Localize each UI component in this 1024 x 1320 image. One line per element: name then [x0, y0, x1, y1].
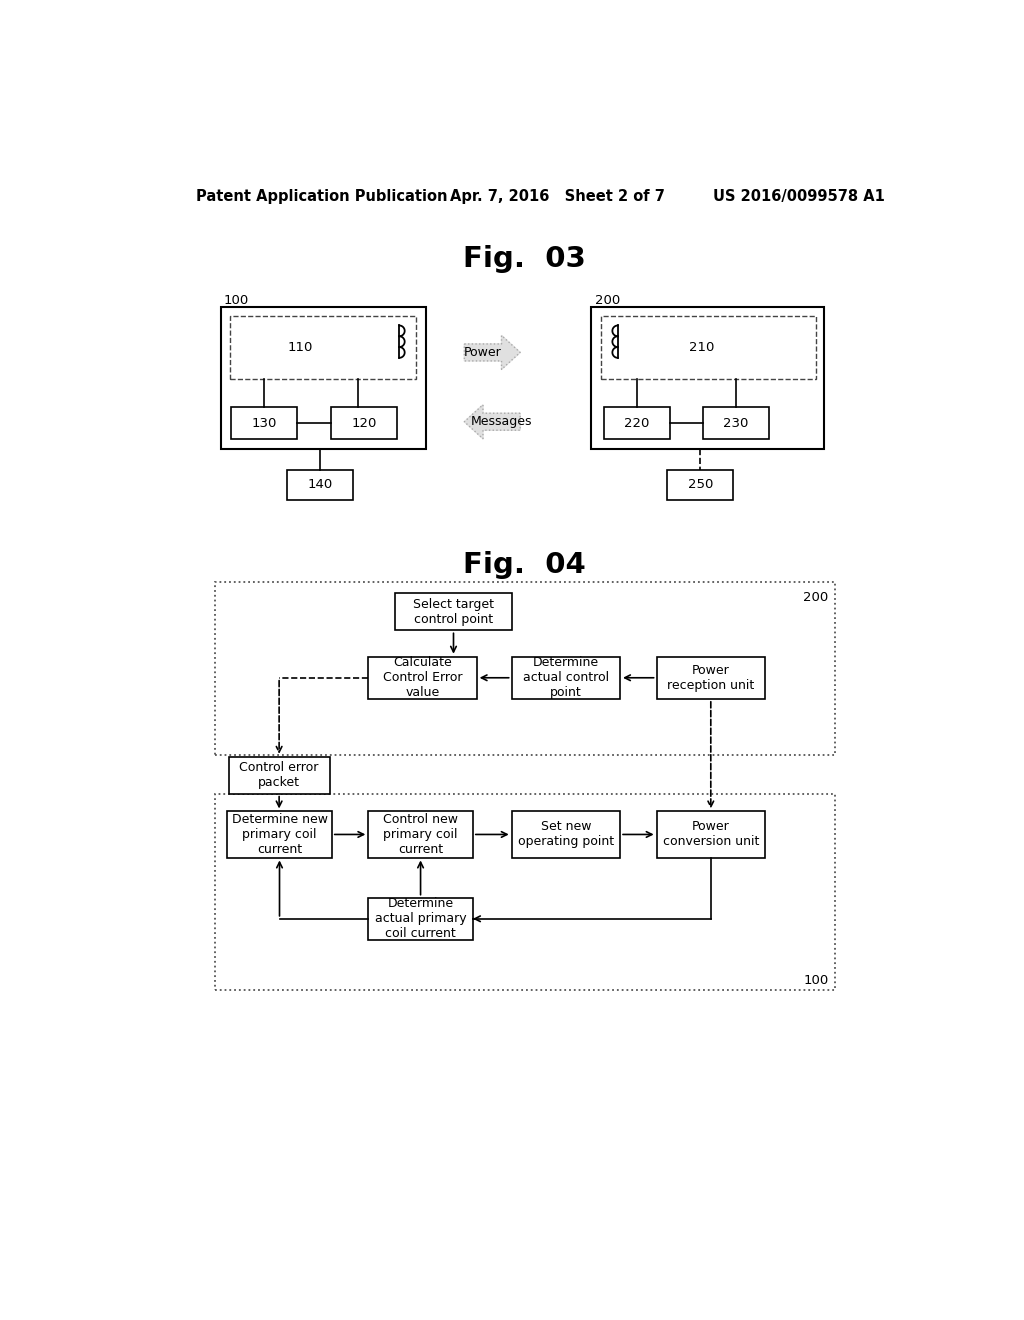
FancyBboxPatch shape — [395, 594, 512, 631]
Text: 230: 230 — [723, 417, 749, 430]
Text: 200: 200 — [804, 591, 828, 603]
Text: Power
conversion unit: Power conversion unit — [663, 821, 759, 849]
Text: Patent Application Publication: Patent Application Publication — [197, 189, 447, 205]
FancyBboxPatch shape — [228, 756, 330, 793]
Text: 130: 130 — [251, 417, 276, 430]
FancyBboxPatch shape — [656, 812, 765, 858]
Text: 220: 220 — [624, 417, 649, 430]
FancyBboxPatch shape — [215, 793, 835, 990]
Text: Set new
operating point: Set new operating point — [518, 821, 614, 849]
Text: US 2016/0099578 A1: US 2016/0099578 A1 — [713, 189, 885, 205]
FancyBboxPatch shape — [656, 656, 765, 700]
FancyBboxPatch shape — [703, 407, 769, 440]
Text: 140: 140 — [307, 478, 333, 491]
Text: Control new
primary coil
current: Control new primary coil current — [383, 813, 458, 855]
Text: 100: 100 — [223, 294, 249, 308]
FancyBboxPatch shape — [230, 317, 417, 379]
Text: 250: 250 — [688, 478, 713, 491]
Text: 100: 100 — [804, 974, 828, 987]
Text: Fig.  03: Fig. 03 — [464, 244, 586, 272]
Text: Determine
actual primary
coil current: Determine actual primary coil current — [375, 898, 466, 940]
FancyBboxPatch shape — [668, 470, 733, 499]
Text: Calculate
Control Error
value: Calculate Control Error value — [383, 656, 462, 700]
FancyBboxPatch shape — [369, 656, 477, 700]
FancyBboxPatch shape — [604, 407, 670, 440]
FancyBboxPatch shape — [287, 470, 352, 499]
Text: 110: 110 — [288, 342, 312, 354]
FancyBboxPatch shape — [512, 656, 621, 700]
Text: Messages: Messages — [471, 416, 532, 428]
FancyBboxPatch shape — [512, 812, 621, 858]
Text: Select target
control point: Select target control point — [413, 598, 494, 626]
Text: Power
reception unit: Power reception unit — [668, 664, 755, 692]
Text: Control error
packet: Control error packet — [240, 762, 318, 789]
FancyBboxPatch shape — [231, 407, 297, 440]
FancyBboxPatch shape — [592, 308, 824, 449]
Text: Determine
actual control
point: Determine actual control point — [523, 656, 609, 700]
Text: Determine new
primary coil
current: Determine new primary coil current — [231, 813, 328, 855]
Text: Power: Power — [464, 346, 502, 359]
FancyBboxPatch shape — [227, 812, 332, 858]
FancyBboxPatch shape — [221, 308, 426, 449]
Text: 210: 210 — [689, 342, 714, 354]
Text: Fig.  04: Fig. 04 — [464, 550, 586, 579]
FancyBboxPatch shape — [601, 317, 816, 379]
Text: 120: 120 — [351, 417, 377, 430]
Text: Apr. 7, 2016   Sheet 2 of 7: Apr. 7, 2016 Sheet 2 of 7 — [450, 189, 665, 205]
FancyBboxPatch shape — [369, 812, 473, 858]
FancyBboxPatch shape — [331, 407, 397, 440]
Polygon shape — [464, 405, 520, 438]
Polygon shape — [464, 335, 520, 370]
FancyBboxPatch shape — [369, 898, 473, 940]
FancyBboxPatch shape — [215, 582, 835, 755]
Text: 200: 200 — [595, 294, 621, 308]
